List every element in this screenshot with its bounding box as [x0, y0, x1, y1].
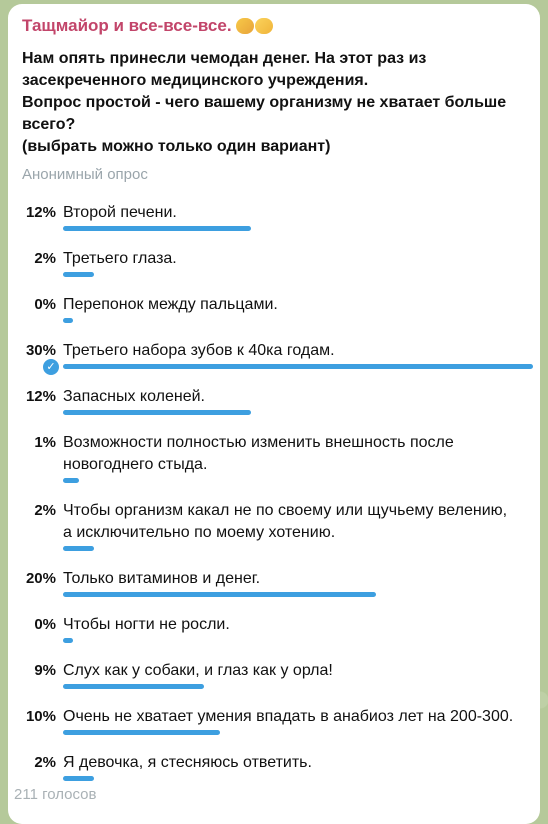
option-label: Запасных коленей. — [63, 386, 533, 408]
option-label-line: Очень не хватает умения впадать в анабио… — [63, 708, 514, 725]
option-result-bar — [63, 410, 251, 415]
option-label-line: Запасных коленей. — [63, 388, 205, 405]
option-label-line: а исключительно по моему хотению. — [63, 524, 336, 541]
hand-emoji-icon — [235, 18, 254, 34]
handshake-emoji-icon — [254, 18, 273, 34]
option-label-line: Слух как у собаки, и глаз как у орла! — [63, 662, 333, 679]
option-label: Очень не хватает умения впадать в анабио… — [63, 706, 533, 728]
option-label-line: Третьего глаза. — [63, 250, 177, 267]
option-result-bar — [63, 318, 73, 323]
option-result-bar — [63, 730, 220, 735]
option-percent: 30% — [25, 342, 56, 359]
option-result-bar — [63, 226, 251, 231]
option-label-line: Только витаминов и денег. — [63, 570, 261, 587]
option-label: Чтобы организм какал не по своему или щу… — [63, 500, 533, 544]
question-line: (выбрать можно только один вариант) — [22, 138, 331, 155]
option-label-line: Третьего набора зубов к 40ка годам. — [63, 342, 335, 359]
option-percent: 2% — [34, 754, 56, 771]
question-line: Вопрос простой - чего вашему организму н… — [22, 94, 507, 111]
option-percent: 12% — [25, 388, 56, 405]
option-label-line: Я девочка, я стесняюсь ответить. — [63, 754, 312, 771]
poll-type: Анонимный опрос — [22, 166, 148, 183]
option-label-line: Чтобы организм какал не по своему или щу… — [63, 502, 508, 519]
option-label-line: Перепонок между пальцами. — [63, 296, 278, 313]
option-label: Возможности полностью изменить внешность… — [63, 432, 533, 476]
option-percent: 12% — [25, 204, 56, 221]
question-line: всего? — [22, 116, 76, 133]
option-label: Второй печени. — [63, 202, 533, 224]
option-percent: 2% — [34, 502, 56, 519]
option-result-bar — [63, 364, 533, 369]
question-line: засекреченного медицинского учреждения. — [22, 72, 369, 89]
option-result-bar — [63, 592, 376, 597]
option-label: Слух как у собаки, и глаз как у орла! — [63, 660, 533, 682]
option-percent: 10% — [25, 708, 56, 725]
option-result-bar — [63, 638, 73, 643]
option-percent: 0% — [34, 616, 56, 633]
option-percent: 1% — [34, 434, 56, 451]
option-result-bar — [63, 776, 94, 781]
option-percent: 2% — [34, 250, 56, 267]
option-result-bar — [63, 546, 94, 551]
option-label-line: Возможности полностью изменить внешность… — [63, 434, 454, 451]
emoji-group — [235, 18, 273, 34]
option-label: Я девочка, я стесняюсь ответить. — [63, 752, 533, 774]
poll-question: Нам опять принесли чемодан денег. На это… — [22, 48, 526, 158]
option-label: Чтобы ногти не росли. — [63, 614, 533, 636]
votes-count: 211 голосов — [14, 786, 97, 803]
option-percent: 0% — [34, 296, 56, 313]
option-label: Только витаминов и денег. — [63, 568, 533, 590]
option-result-bar — [63, 272, 94, 277]
check-circle-icon: ✓ — [41, 357, 61, 377]
author-name[interactable]: Тащмайор и все-все-все. — [22, 14, 540, 38]
option-label-line: новогоднего стыда. — [63, 456, 208, 473]
author-label[interactable]: Тащмайор и все-все-все. — [22, 16, 232, 35]
option-label-line: Второй печени. — [63, 204, 177, 221]
option-label: Перепонок между пальцами. — [63, 294, 533, 316]
option-result-bar — [63, 478, 79, 483]
option-percent: 9% — [34, 662, 56, 679]
question-line: Нам опять принесли чемодан денег. На это… — [22, 50, 427, 67]
option-percent: 20% — [25, 570, 56, 587]
option-label-line: Чтобы ногти не росли. — [63, 616, 230, 633]
option-label: Третьего набора зубов к 40ка годам. — [63, 340, 533, 362]
poll-message: Тащмайор и все-все-все. Нам опять принес… — [8, 4, 540, 824]
option-result-bar — [63, 684, 204, 689]
option-label: Третьего глаза. — [63, 248, 533, 270]
